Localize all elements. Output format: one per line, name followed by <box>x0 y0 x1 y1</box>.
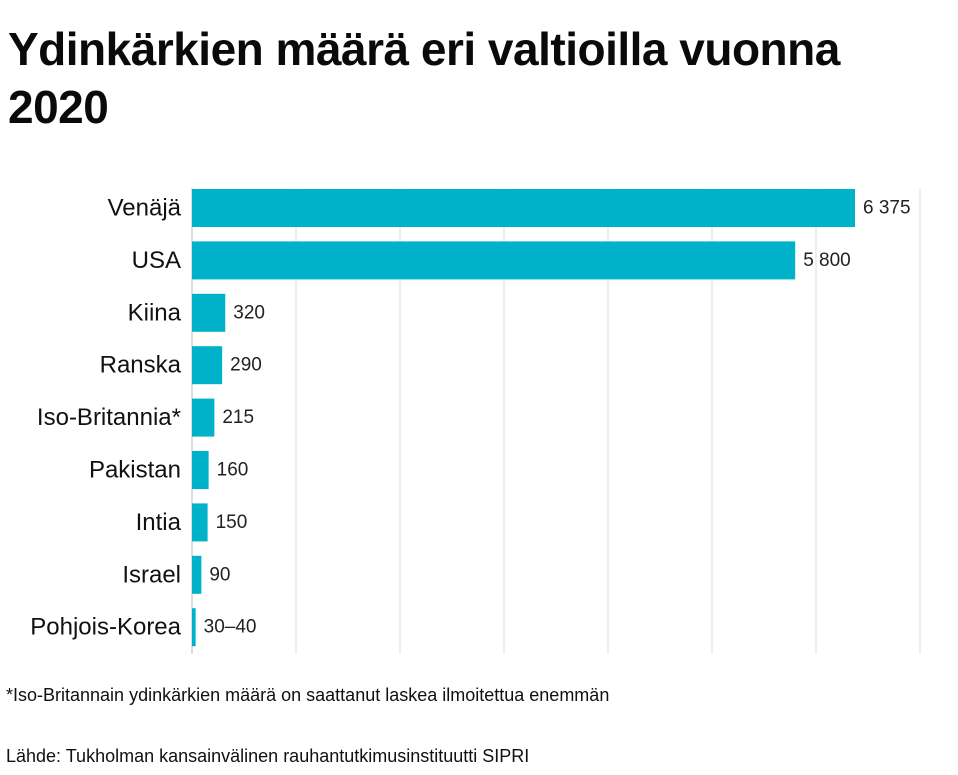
bar <box>192 451 209 489</box>
category-label: Kiina <box>128 299 182 326</box>
bar <box>192 608 196 647</box>
category-label: Pohjois-Korea <box>30 614 181 641</box>
bar <box>192 293 226 332</box>
labels: Venäjä 6 375 USA 5 800 Kiina 320 Ranska 290 Iso-… <box>30 195 910 641</box>
bar <box>192 503 208 542</box>
value-label: 150 <box>216 512 248 533</box>
value-label: 320 <box>233 302 265 323</box>
value-label: 6 375 <box>863 198 911 219</box>
source-note: Lähde: Tukholman kansainvälinen rauhantu… <box>6 746 530 766</box>
value-label: 215 <box>222 407 254 428</box>
bar <box>192 398 215 437</box>
bars <box>192 189 855 647</box>
value-label: 5 800 <box>803 250 851 271</box>
bar <box>192 241 796 280</box>
bar <box>192 555 202 594</box>
category-label: Venäjä <box>108 195 182 222</box>
footnote: *Iso-Britannain ydinkärkien määrä on saa… <box>6 685 610 705</box>
chart-title: Ydinkärkien määrä eri valtioilla vuonna … <box>8 23 840 133</box>
category-label: Intia <box>136 509 182 536</box>
category-label: Iso-Britannia* <box>37 404 181 431</box>
category-label: Pakistan <box>89 457 181 484</box>
category-label: Ranska <box>100 352 182 379</box>
category-label: Israel <box>122 561 181 588</box>
value-label: 160 <box>217 460 249 481</box>
value-label: 90 <box>209 564 230 585</box>
value-label: 290 <box>230 355 262 376</box>
bar <box>192 346 223 385</box>
bar-chart: Venäjä 6 375 USA 5 800 Kiina 320 Ranska 290 Iso-… <box>30 188 921 654</box>
category-label: USA <box>132 247 181 274</box>
bar <box>192 189 855 227</box>
value-label: 30–40 <box>204 617 257 638</box>
